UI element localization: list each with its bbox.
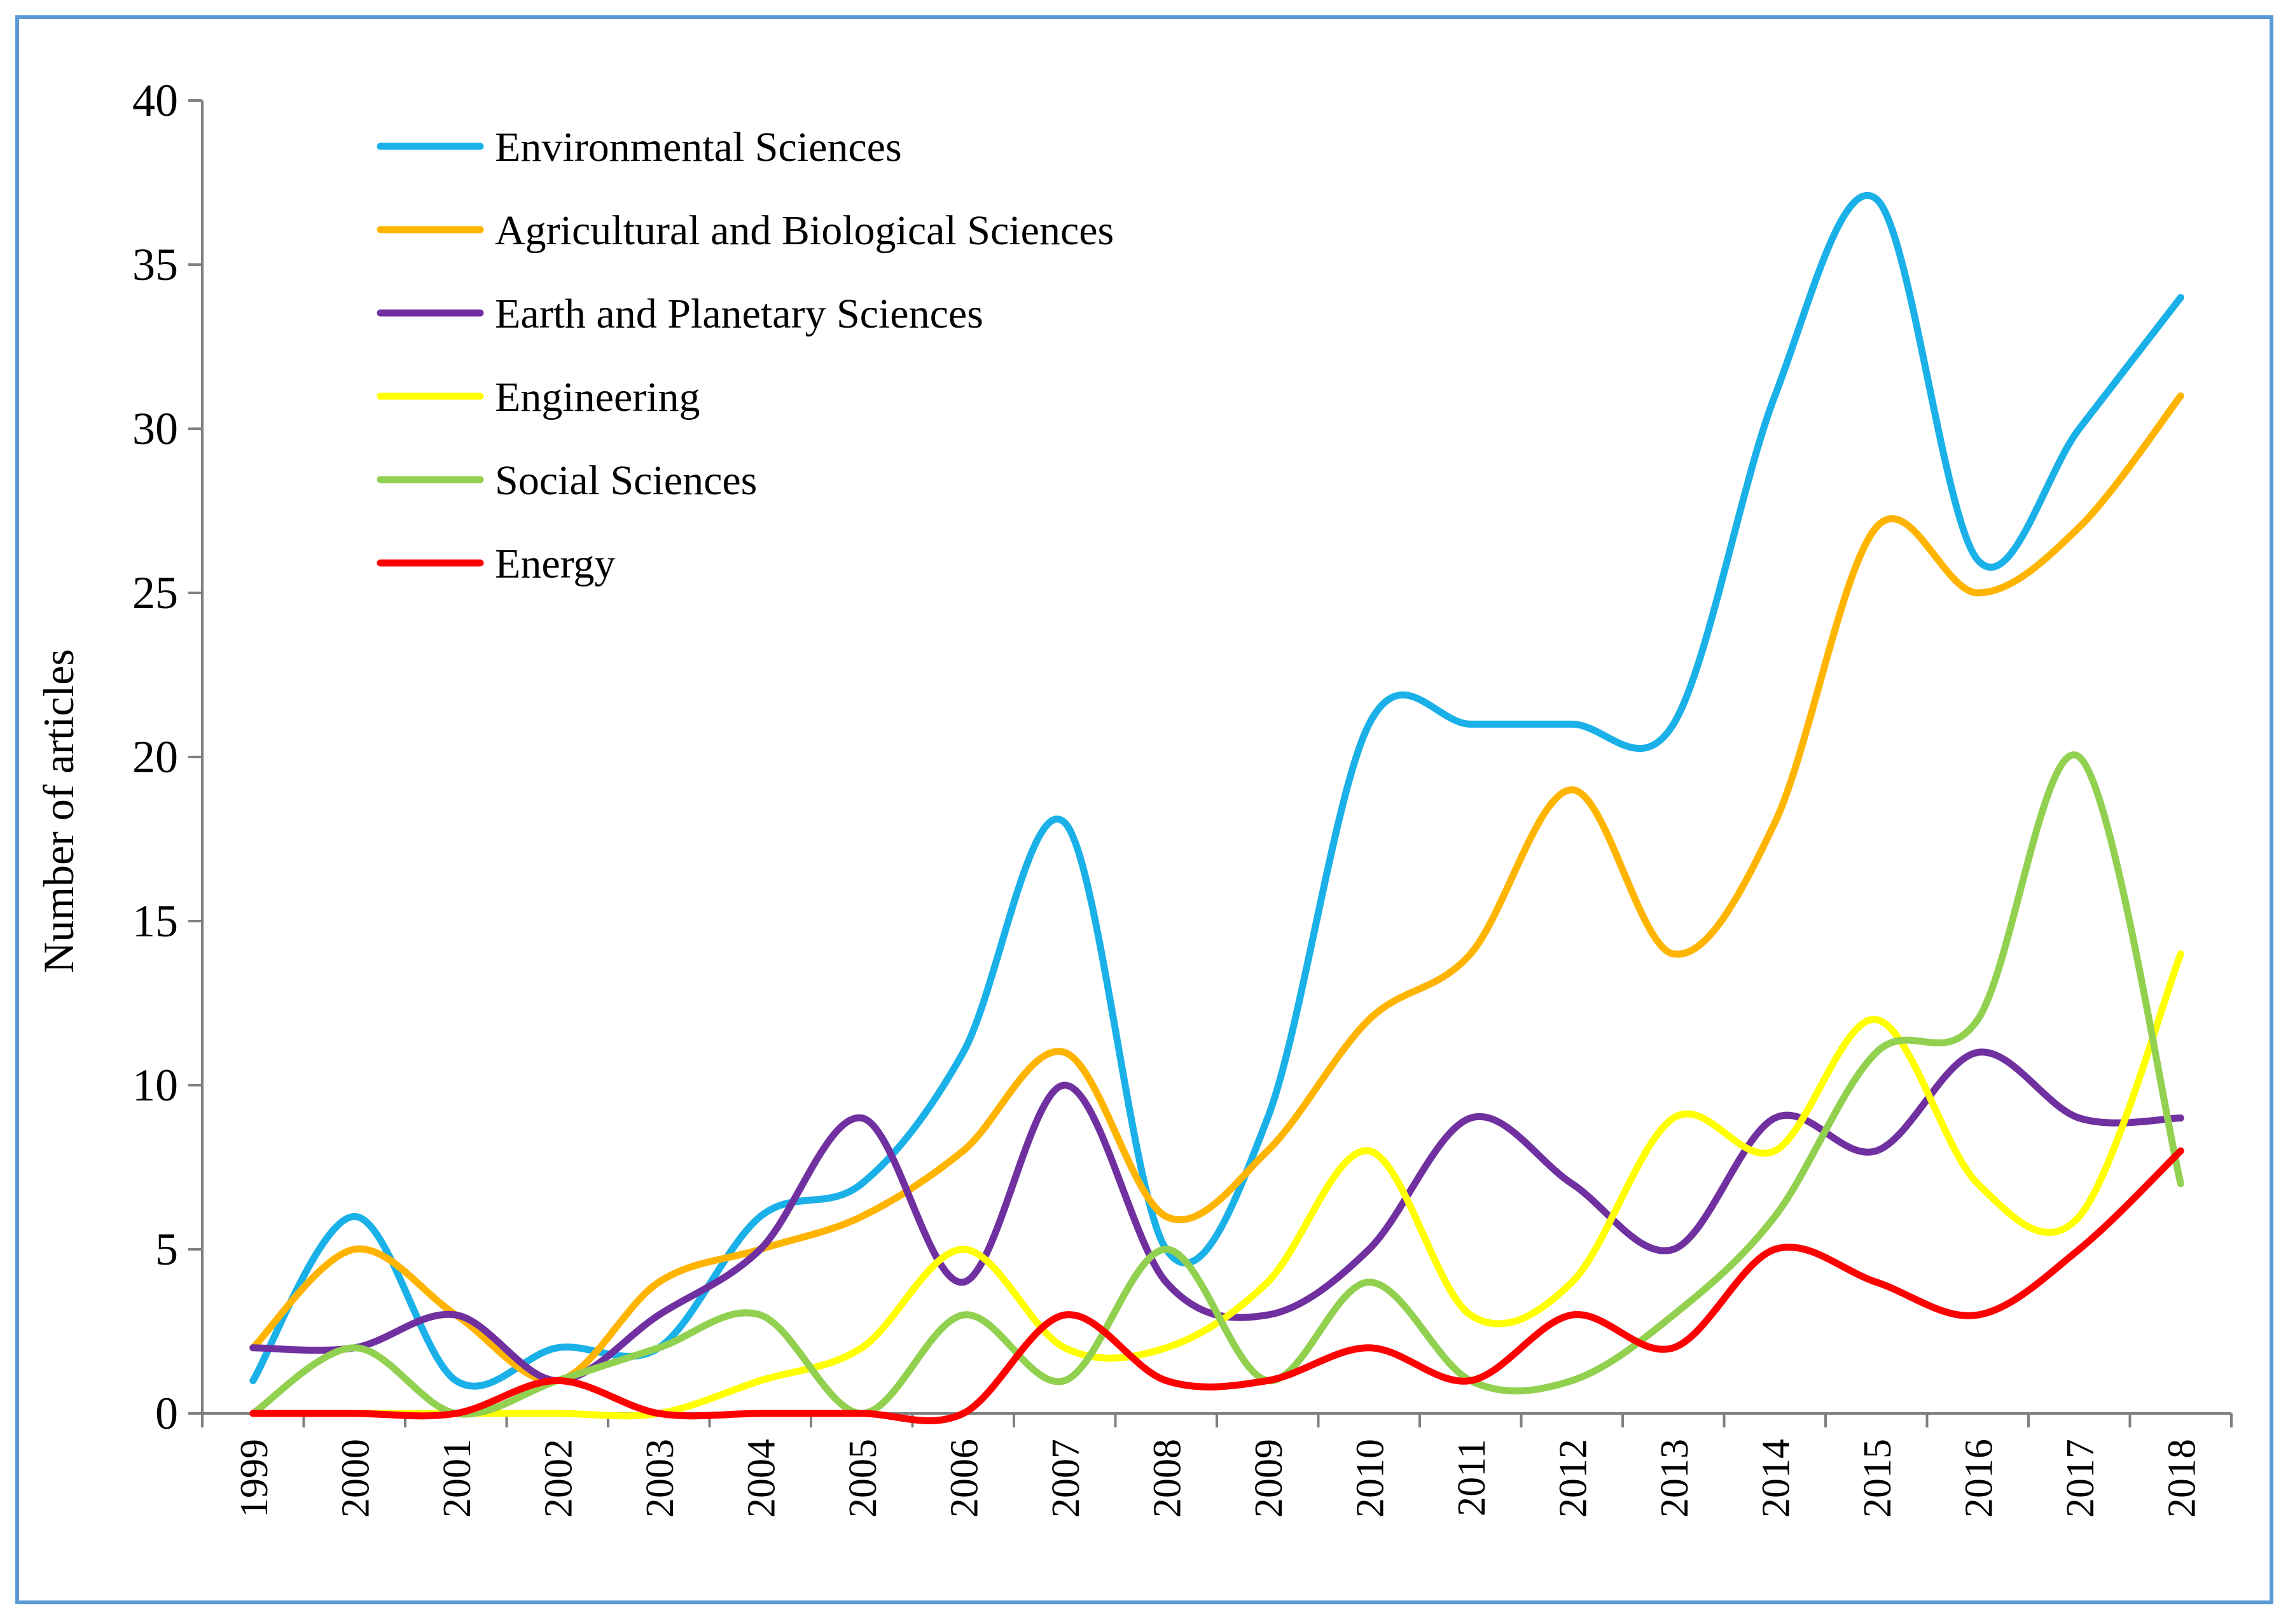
legend-label-environmental-sciences: Environmental Sciences (495, 124, 902, 170)
y-axis-label: Number of articles (34, 649, 83, 973)
x-tick-label: 2011 (1450, 1439, 1494, 1516)
x-tick-label: 2005 (842, 1439, 885, 1518)
y-tick-label: 10 (132, 1060, 178, 1111)
series-line-agricultural-and-biological-sciences (249, 392, 2184, 1385)
x-tick-label: 2004 (740, 1439, 783, 1518)
series-line-engineering (249, 950, 2184, 1420)
x-tick-label: 2006 (943, 1439, 986, 1518)
series-line-energy (249, 1147, 2184, 1424)
x-tick-label: 2016 (1957, 1439, 2000, 1518)
y-tick-label: 20 (132, 732, 178, 782)
y-tick-label: 40 (132, 75, 178, 126)
series-line-earth-and-planetary-sciences (249, 1048, 2184, 1384)
x-tick-label: 2017 (2059, 1439, 2102, 1518)
x-tick-label: 2012 (1551, 1439, 1595, 1518)
y-tick-label: 5 (155, 1224, 178, 1275)
x-tick-label: 2003 (639, 1439, 682, 1518)
chart-frame (15, 15, 2273, 1604)
y-tick-label: 15 (132, 896, 178, 947)
y-tick-label: 35 (132, 239, 178, 290)
legend: Environmental Sciences Agricultural and B… (377, 124, 1114, 587)
x-tick-label: 2008 (1146, 1439, 1189, 1518)
axes: 0 5 10 15 20 25 30 35 40 1999 2000 2001 2002 2003 2004… (132, 75, 2233, 1518)
legend-label-social-sciences: Social Sciences (495, 457, 757, 504)
y-tick-label: 0 (155, 1388, 178, 1439)
legend-label-energy: Energy (495, 541, 615, 587)
y-tick-label: 25 (132, 567, 178, 618)
series-lines (249, 191, 2184, 1424)
x-tick-label: 1999 (233, 1439, 276, 1518)
legend-label-engineering: Engineering (495, 374, 700, 420)
x-tick-label: 2010 (1349, 1439, 1392, 1518)
y-tick-label: 30 (132, 403, 178, 454)
x-tick-label: 2018 (2160, 1439, 2203, 1518)
x-tick-label: 2013 (1653, 1439, 1696, 1518)
legend-label-earth-and-planetary-sciences: Earth and Planetary Sciences (495, 291, 983, 337)
x-tick-label: 2001 (436, 1439, 479, 1518)
series-line-social-sciences (249, 751, 2184, 1418)
x-tick-label: 2002 (537, 1439, 580, 1518)
legend-label-agricultural-and-biological-sciences: Agricultural and Biological Sciences (495, 207, 1114, 254)
x-tick-label: 2014 (1754, 1439, 1798, 1518)
x-tick-label: 2000 (334, 1439, 377, 1518)
x-tick-label: 2015 (1856, 1439, 1899, 1518)
x-tick-label: 2009 (1247, 1439, 1291, 1518)
x-tick-label: 2007 (1044, 1439, 1088, 1518)
